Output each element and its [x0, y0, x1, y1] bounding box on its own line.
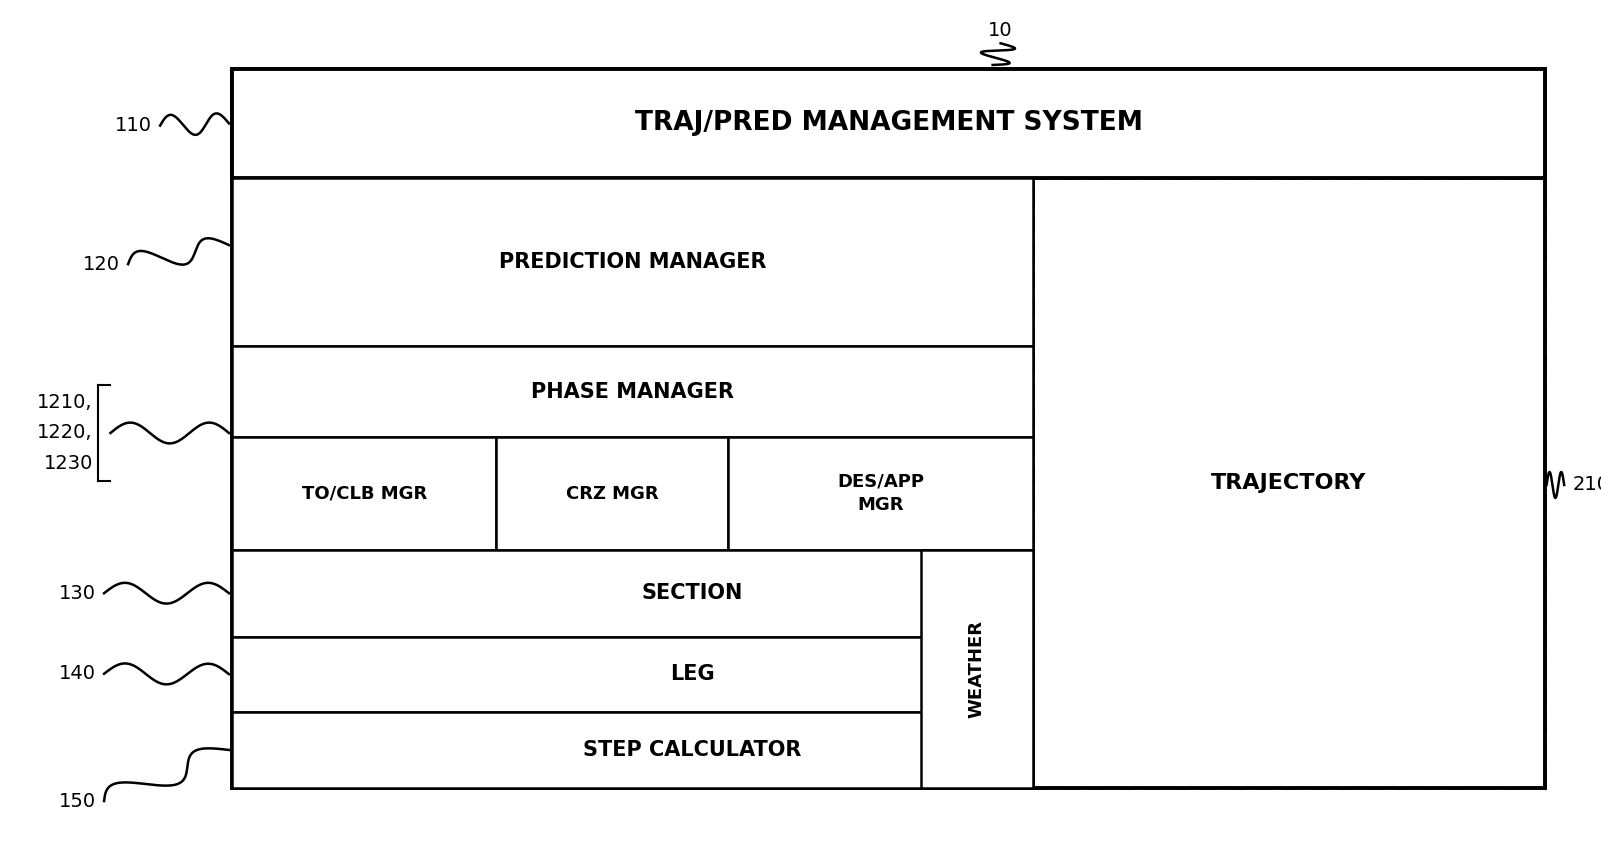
Text: 150: 150: [59, 792, 96, 811]
Text: TO/CLB MGR: TO/CLB MGR: [301, 485, 427, 502]
Text: 10: 10: [988, 21, 1013, 40]
Text: 110: 110: [115, 116, 152, 135]
Text: 1230: 1230: [43, 454, 93, 473]
Text: TRAJ/PRED MANAGEMENT SYSTEM: TRAJ/PRED MANAGEMENT SYSTEM: [634, 110, 1143, 137]
Text: DES/APP
MGR: DES/APP MGR: [837, 473, 924, 514]
FancyBboxPatch shape: [232, 637, 1033, 712]
Text: 210: 210: [1572, 475, 1601, 494]
FancyBboxPatch shape: [728, 437, 1033, 550]
Text: 140: 140: [59, 664, 96, 683]
Text: 130: 130: [59, 584, 96, 603]
FancyBboxPatch shape: [232, 178, 1033, 788]
FancyBboxPatch shape: [232, 550, 1033, 637]
Text: TRAJECTORY: TRAJECTORY: [1210, 473, 1367, 493]
FancyBboxPatch shape: [921, 550, 1033, 788]
Text: 120: 120: [83, 255, 120, 274]
FancyBboxPatch shape: [232, 437, 496, 550]
Text: STEP CALCULATOR: STEP CALCULATOR: [583, 740, 802, 760]
Text: SECTION: SECTION: [642, 583, 743, 604]
FancyBboxPatch shape: [232, 69, 1545, 178]
FancyBboxPatch shape: [232, 346, 1033, 437]
FancyBboxPatch shape: [232, 712, 1033, 788]
Text: 1220,: 1220,: [37, 423, 93, 443]
FancyBboxPatch shape: [496, 437, 728, 550]
FancyBboxPatch shape: [232, 178, 1033, 346]
FancyBboxPatch shape: [232, 69, 1545, 788]
Text: CRZ MGR: CRZ MGR: [567, 485, 658, 502]
Text: PHASE MANAGER: PHASE MANAGER: [532, 382, 733, 402]
Text: LEG: LEG: [671, 664, 714, 684]
Text: PREDICTION MANAGER: PREDICTION MANAGER: [498, 252, 767, 272]
Text: WEATHER: WEATHER: [967, 620, 986, 718]
Text: 1210,: 1210,: [37, 393, 93, 412]
